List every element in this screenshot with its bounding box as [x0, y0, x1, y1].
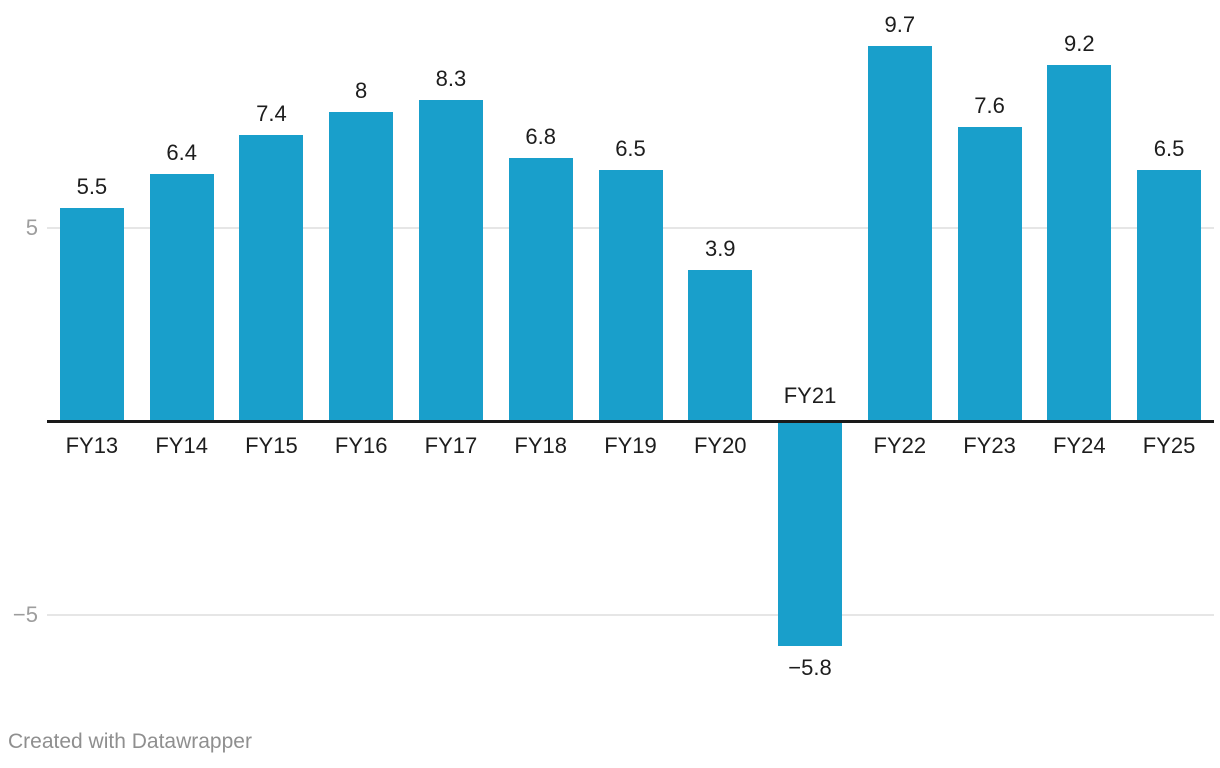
x-axis-category-label: FY23 — [963, 433, 1016, 458]
bar-value-label: 3.9 — [704, 236, 736, 262]
y-axis-tick-label: 5 — [25, 214, 38, 240]
x-axis-line — [47, 420, 1214, 423]
bar-value-label: 9.7 — [884, 11, 916, 37]
bar-fy14[interactable] — [149, 173, 214, 422]
bar-value-label: 7.6 — [974, 93, 1005, 119]
bar-fy21[interactable] — [778, 421, 843, 647]
datawrapper-credit-link[interactable]: Created with Datawrapper — [8, 730, 252, 753]
x-axis-category-label: FY21 — [783, 383, 837, 408]
bar-value-label: 8.3 — [435, 65, 467, 91]
x-axis-category-label: FY19 — [604, 433, 657, 458]
bar-value-label: 6.8 — [525, 124, 557, 150]
bar-fy13[interactable] — [59, 208, 124, 422]
bar-value-label: 7.4 — [256, 100, 287, 126]
x-axis-category-label: FY24 — [1053, 433, 1106, 458]
x-axis-category-label: FY17 — [424, 433, 478, 458]
bar-fy18[interactable] — [508, 158, 573, 422]
bar-fy24[interactable] — [1047, 65, 1112, 422]
x-axis-category-label: FY15 — [245, 433, 298, 458]
bar-fy25[interactable] — [1137, 169, 1202, 422]
x-axis-category-label: FY14 — [155, 433, 208, 458]
bar-value-label: 5.5 — [76, 174, 108, 200]
gridline — [47, 614, 1214, 617]
x-axis-category-label: FY18 — [514, 433, 568, 458]
bar-fy19[interactable] — [598, 169, 663, 422]
bar-fy23[interactable] — [957, 127, 1022, 422]
bar-value-label: 6.4 — [166, 139, 197, 165]
y-axis-tick-label: −5 — [12, 602, 38, 628]
x-axis-category-label: FY13 — [65, 433, 119, 458]
x-axis-category-label: FY22 — [873, 433, 927, 458]
bar-fy20[interactable] — [688, 270, 753, 422]
bar-value-label: −5.8 — [788, 655, 832, 681]
bar-fy16[interactable] — [329, 111, 394, 422]
x-axis-category-label: FY20 — [693, 433, 747, 458]
bar-value-label: 8 — [355, 77, 368, 103]
bar-value-label: 6.5 — [1153, 135, 1185, 161]
bar-value-label: 9.2 — [1064, 31, 1095, 57]
x-axis-category-label: FY16 — [334, 433, 388, 458]
x-axis-category-label: FY25 — [1142, 433, 1196, 458]
bar-value-label: 6.5 — [615, 135, 646, 161]
bar-fy17[interactable] — [418, 99, 483, 422]
bar-fy15[interactable] — [239, 134, 304, 422]
bar-fy22[interactable] — [867, 45, 932, 422]
